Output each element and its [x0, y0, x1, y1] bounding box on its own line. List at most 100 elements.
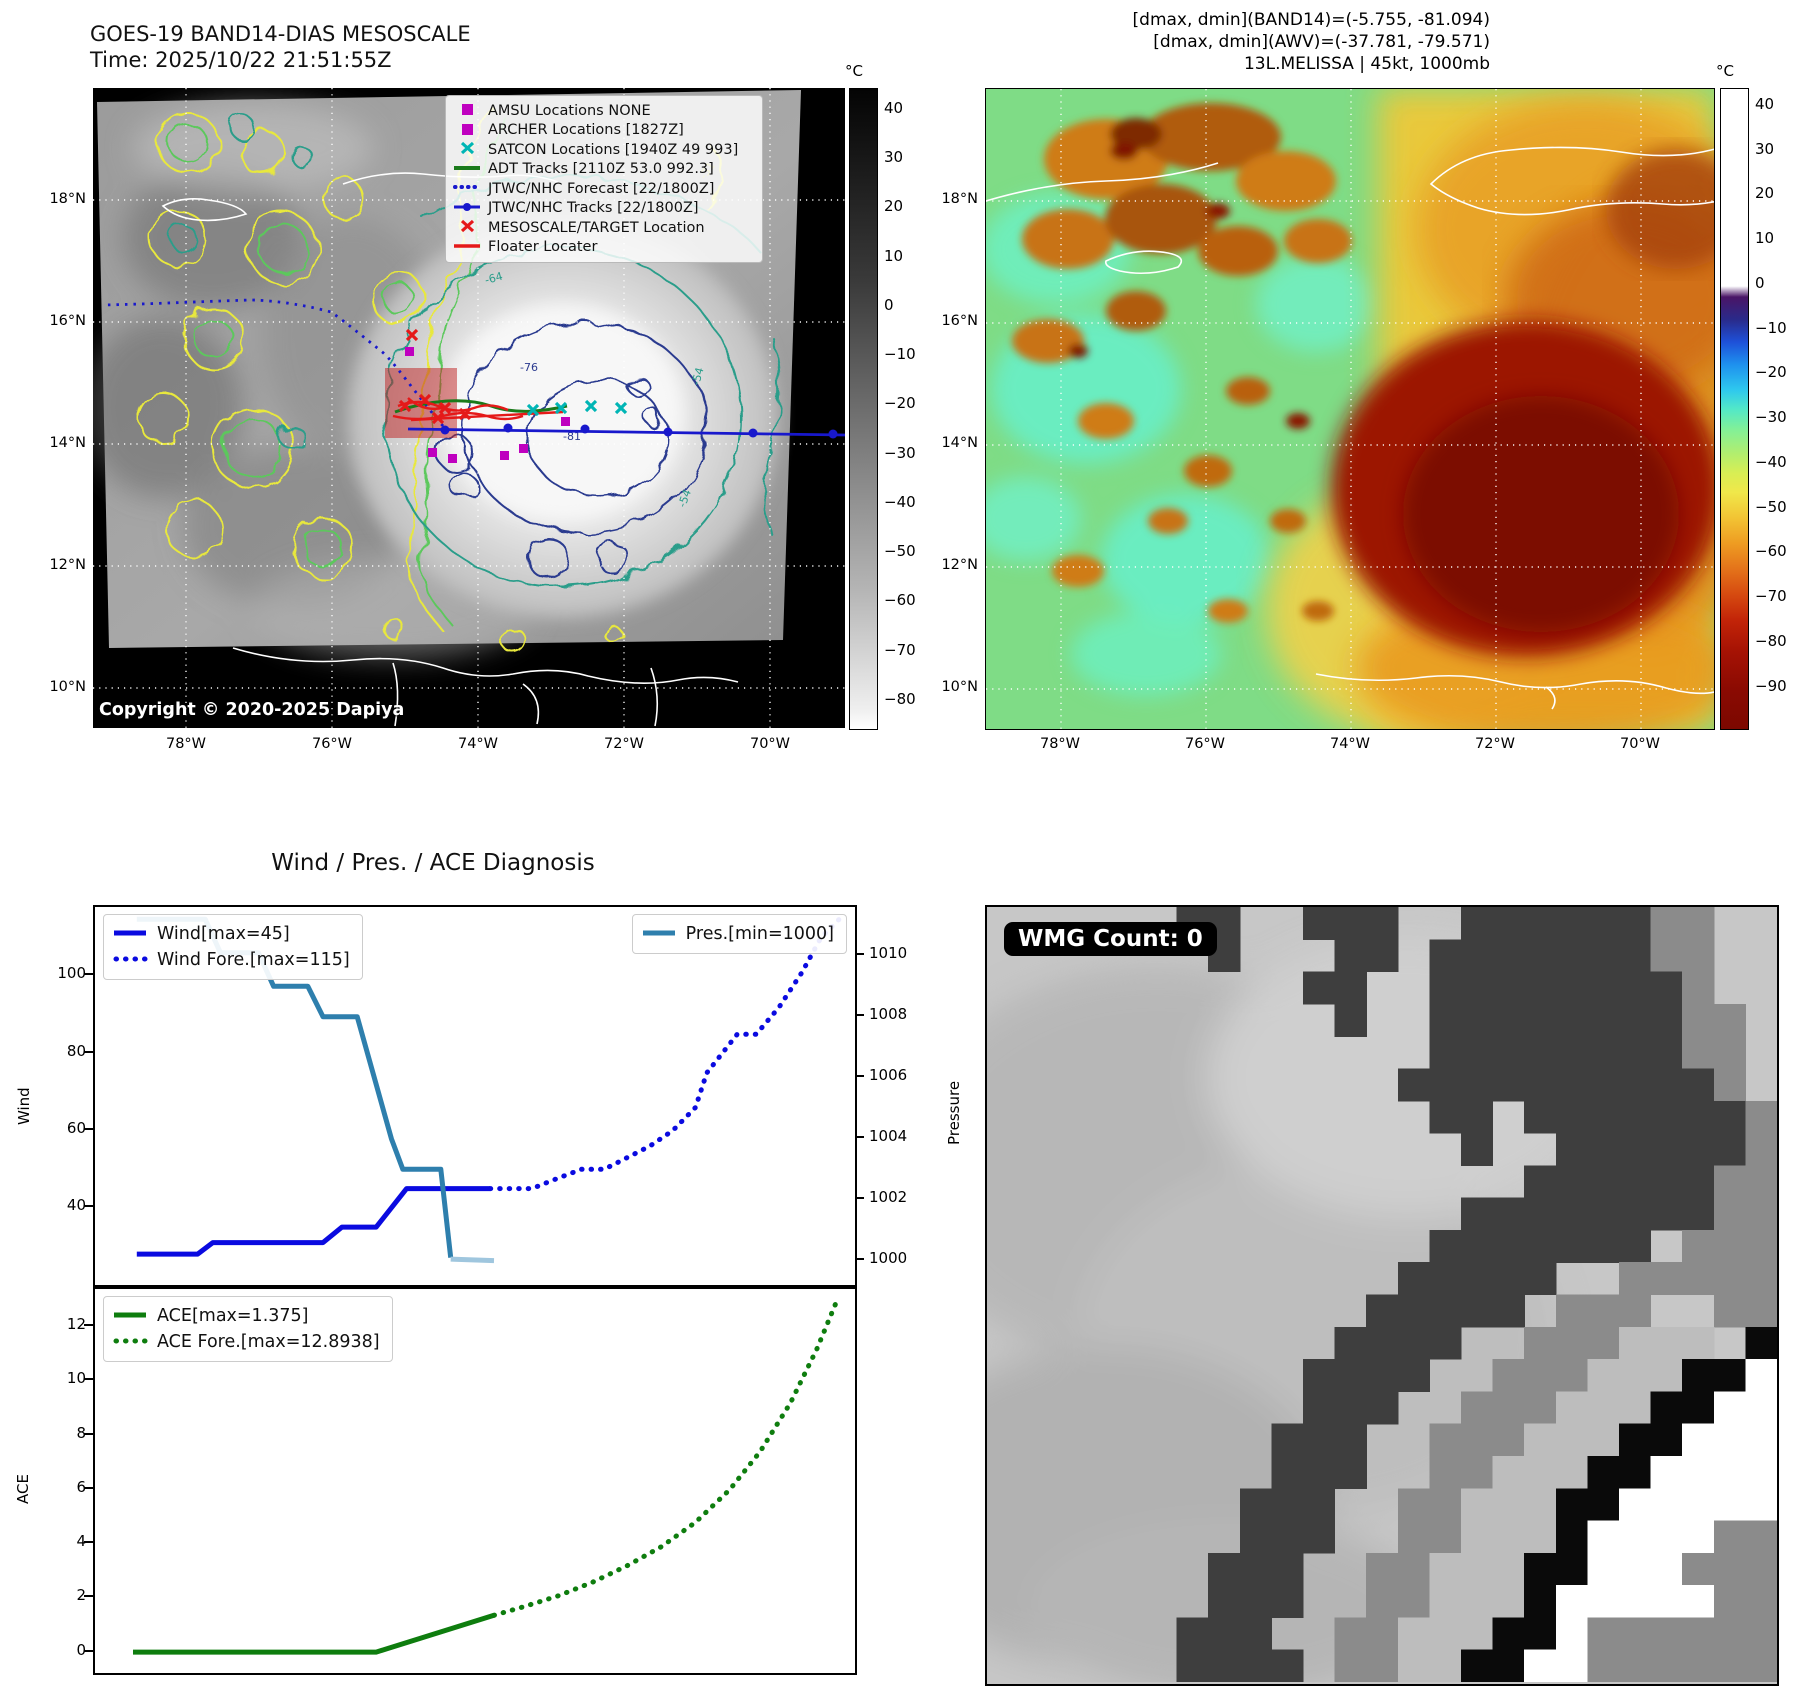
ace-fore-legend-row: ACE Fore.[max=12.8938]: [112, 1329, 380, 1355]
cyan-x-icon: [452, 140, 482, 159]
cb-tick: 10: [1755, 229, 1775, 247]
wind-ytick: 40: [66, 1196, 86, 1214]
awv-dry-warm-plume: [1266, 89, 1714, 729]
cb-tick: −90: [1755, 677, 1787, 695]
cb-tick: −70: [1755, 587, 1787, 605]
contour-label: -54: [689, 366, 706, 387]
wind-ytick: 100: [57, 964, 86, 982]
graticule: [93, 88, 845, 728]
cb-tick: −70: [884, 641, 916, 659]
map-legend: AMSU Locations NONE ARCHER Locations [18…: [445, 95, 763, 263]
legend-label: ADT Tracks [2110Z 53.0 992.3]: [488, 161, 714, 178]
steelblue-line-icon: [641, 925, 677, 944]
lat-tick: 10°N: [49, 679, 86, 695]
ace-legend: ACE[max=1.375] ACE Fore.[max=12.8938]: [103, 1296, 393, 1362]
wmg-count-badge: WMG Count: 0: [1004, 922, 1217, 956]
dmax-dmin-awv: [dmax, dmin](AWV)=(-37.781, -79.571): [1153, 32, 1490, 52]
graticule: [986, 89, 1714, 729]
grayscale-colorbar: [849, 88, 878, 730]
ace-legend-row: ACE[max=1.375]: [112, 1303, 380, 1329]
wind-ytick: 60: [66, 1119, 86, 1137]
legend-row-forecast: JTWC/NHC Forecast [22/1800Z]: [452, 179, 754, 199]
lon-tick: 76°W: [311, 736, 353, 752]
lat-tick: 16°N: [49, 313, 86, 329]
lat-tick: 16°N: [941, 313, 978, 329]
cb-tick: −50: [1755, 498, 1787, 516]
contour-label: -81: [563, 430, 581, 443]
lon-tick: 74°W: [1329, 736, 1371, 752]
legend-label: Wind[max=45]: [157, 924, 290, 944]
legend-label: JTWC/NHC Forecast [22/1800Z]: [488, 180, 715, 197]
cb-tick: 0: [884, 296, 894, 314]
legend-label: SATCON Locations [1940Z 49 993]: [488, 141, 739, 158]
awv-satellite-map: [985, 88, 1715, 730]
jtwc-past-track: [407, 423, 845, 439]
cb-tick: 40: [884, 99, 904, 117]
pressure-ytick: 1010: [869, 944, 908, 962]
wind-legend: Wind[max=45] Wind Fore.[max=115]: [103, 914, 363, 980]
ace-ytick: 8: [76, 1424, 86, 1442]
cb-tick: −80: [884, 690, 916, 708]
legend-row-adt: ADT Tracks [2110Z 53.0 992.3]: [452, 160, 754, 180]
diagnosis-title: Wind / Pres. / ACE Diagnosis: [271, 850, 595, 876]
legend-row-target: MESOSCALE/TARGET Location: [452, 218, 754, 238]
mesoscale-target-markers: [398, 328, 472, 425]
pressure-ytick: 1008: [869, 1005, 908, 1023]
coastlines: [986, 146, 1714, 710]
panel-time: Time: 2025/10/22 21:51:55Z: [90, 48, 392, 72]
legend-row-tracks: JTWC/NHC Tracks [22/1800Z]: [452, 199, 754, 219]
cb-tick: −20: [884, 394, 916, 412]
ace-ytick: 12: [66, 1315, 86, 1333]
green-line-icon: [112, 1307, 148, 1326]
colorbar-unit: °C: [1716, 62, 1734, 80]
lon-tick: 72°W: [603, 736, 645, 752]
colorbar-unit: °C: [845, 62, 863, 80]
cb-tick: −40: [1755, 453, 1787, 471]
cb-tick: −40: [884, 493, 916, 511]
lon-tick: 70°W: [749, 736, 791, 752]
satcon-markers: [526, 399, 628, 417]
ace-chart: ACE[max=1.375] ACE Fore.[max=12.8938]: [93, 1287, 857, 1675]
legend-row-archer: ARCHER Locations [1827Z]: [452, 121, 754, 141]
cb-tick: 20: [1755, 184, 1775, 202]
wind-legend-row: Wind[max=45]: [112, 921, 350, 947]
lon-tick: 72°W: [1474, 736, 1516, 752]
lat-tick: 10°N: [941, 679, 978, 695]
red-x-icon: [452, 218, 482, 237]
blue-line-icon: [112, 925, 148, 944]
lon-tick: 78°W: [1039, 736, 1081, 752]
pressure-legend-row: Pres.[min=1000]: [641, 921, 834, 947]
pressure-axis-label: Pressure: [945, 1080, 963, 1145]
contour-label: -54: [676, 488, 694, 509]
lat-tick: 12°N: [941, 557, 978, 573]
pressure-legend: Pres.[min=1000]: [631, 914, 847, 954]
cb-tick: 0: [1755, 274, 1765, 292]
green-line-icon: [452, 160, 482, 179]
cb-tick: −30: [1755, 408, 1787, 426]
wind-pressure-chart: Wind[max=45] Wind Fore.[max=115] Pres.[m…: [93, 905, 857, 1287]
wmg-pixel-blocks: [1176, 907, 1777, 1683]
legend-row-amsu: AMSU Locations NONE: [452, 101, 754, 121]
pressure-ytick: 1004: [869, 1127, 908, 1145]
awv-colorbar: [1720, 88, 1749, 730]
pressure-ytick: 1002: [869, 1188, 908, 1206]
lon-tick: 70°W: [1619, 736, 1661, 752]
ace-ytick: 4: [76, 1532, 86, 1550]
cb-tick: −80: [1755, 632, 1787, 650]
green-dotted-line-icon: [112, 1333, 149, 1352]
lon-tick: 76°W: [1184, 736, 1226, 752]
pressure-ytick: 1000: [869, 1249, 908, 1267]
lat-tick: 18°N: [49, 191, 86, 207]
cb-tick: −60: [884, 591, 916, 609]
storm-id-intensity: 13L.MELISSA | 45kt, 1000mb: [1243, 54, 1490, 74]
legend-label: AMSU Locations NONE: [488, 102, 651, 119]
panel-title-band14: GOES-19 BAND14-DIAS MESOSCALE: [90, 22, 471, 46]
archer-markers: [405, 347, 570, 463]
legend-label: JTWC/NHC Tracks [22/1800Z]: [488, 200, 699, 217]
legend-label: Pres.[min=1000]: [685, 924, 834, 944]
magenta-square-icon: [452, 121, 482, 140]
awv-convective-clusters: [1012, 103, 1352, 623]
lat-tick: 18°N: [941, 191, 978, 207]
ace-ytick: 10: [66, 1369, 86, 1387]
